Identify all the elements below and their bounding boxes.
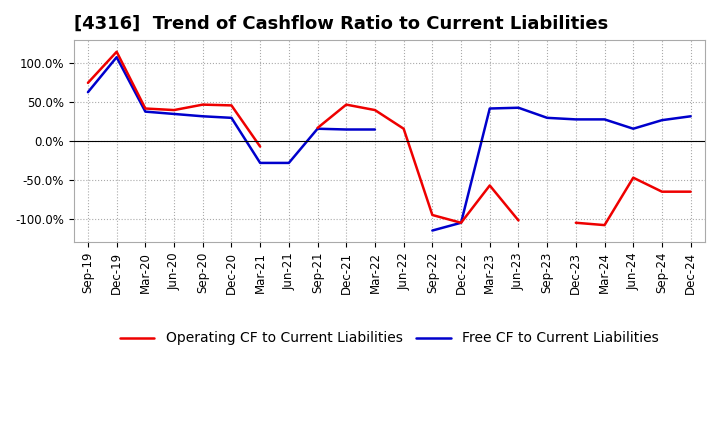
- Free CF to Current Liabilities: [313, 126, 322, 132]
- Operating CF to Current Liabilities: [170, 107, 179, 113]
- Line: Free CF to Current Liabilities: Free CF to Current Liabilities: [88, 57, 375, 163]
- Free CF to Current Liabilities: [141, 109, 150, 114]
- Text: [4316]  Trend of Cashflow Ratio to Current Liabilities: [4316] Trend of Cashflow Ratio to Curren…: [73, 15, 608, 33]
- Free CF to Current Liabilities: [284, 160, 293, 165]
- Operating CF to Current Liabilities: [141, 106, 150, 111]
- Line: Operating CF to Current Liabilities: Operating CF to Current Liabilities: [88, 52, 260, 147]
- Free CF to Current Liabilities: [342, 127, 351, 132]
- Free CF to Current Liabilities: [371, 127, 379, 132]
- Legend: Operating CF to Current Liabilities, Free CF to Current Liabilities: Operating CF to Current Liabilities, Fre…: [114, 326, 665, 351]
- Operating CF to Current Liabilities: [84, 80, 92, 85]
- Operating CF to Current Liabilities: [256, 144, 264, 149]
- Free CF to Current Liabilities: [227, 115, 235, 121]
- Free CF to Current Liabilities: [199, 114, 207, 119]
- Operating CF to Current Liabilities: [199, 102, 207, 107]
- Free CF to Current Liabilities: [256, 160, 264, 165]
- Operating CF to Current Liabilities: [227, 103, 235, 108]
- Free CF to Current Liabilities: [84, 90, 92, 95]
- Free CF to Current Liabilities: [170, 111, 179, 117]
- Operating CF to Current Liabilities: [112, 49, 121, 55]
- Free CF to Current Liabilities: [112, 55, 121, 60]
